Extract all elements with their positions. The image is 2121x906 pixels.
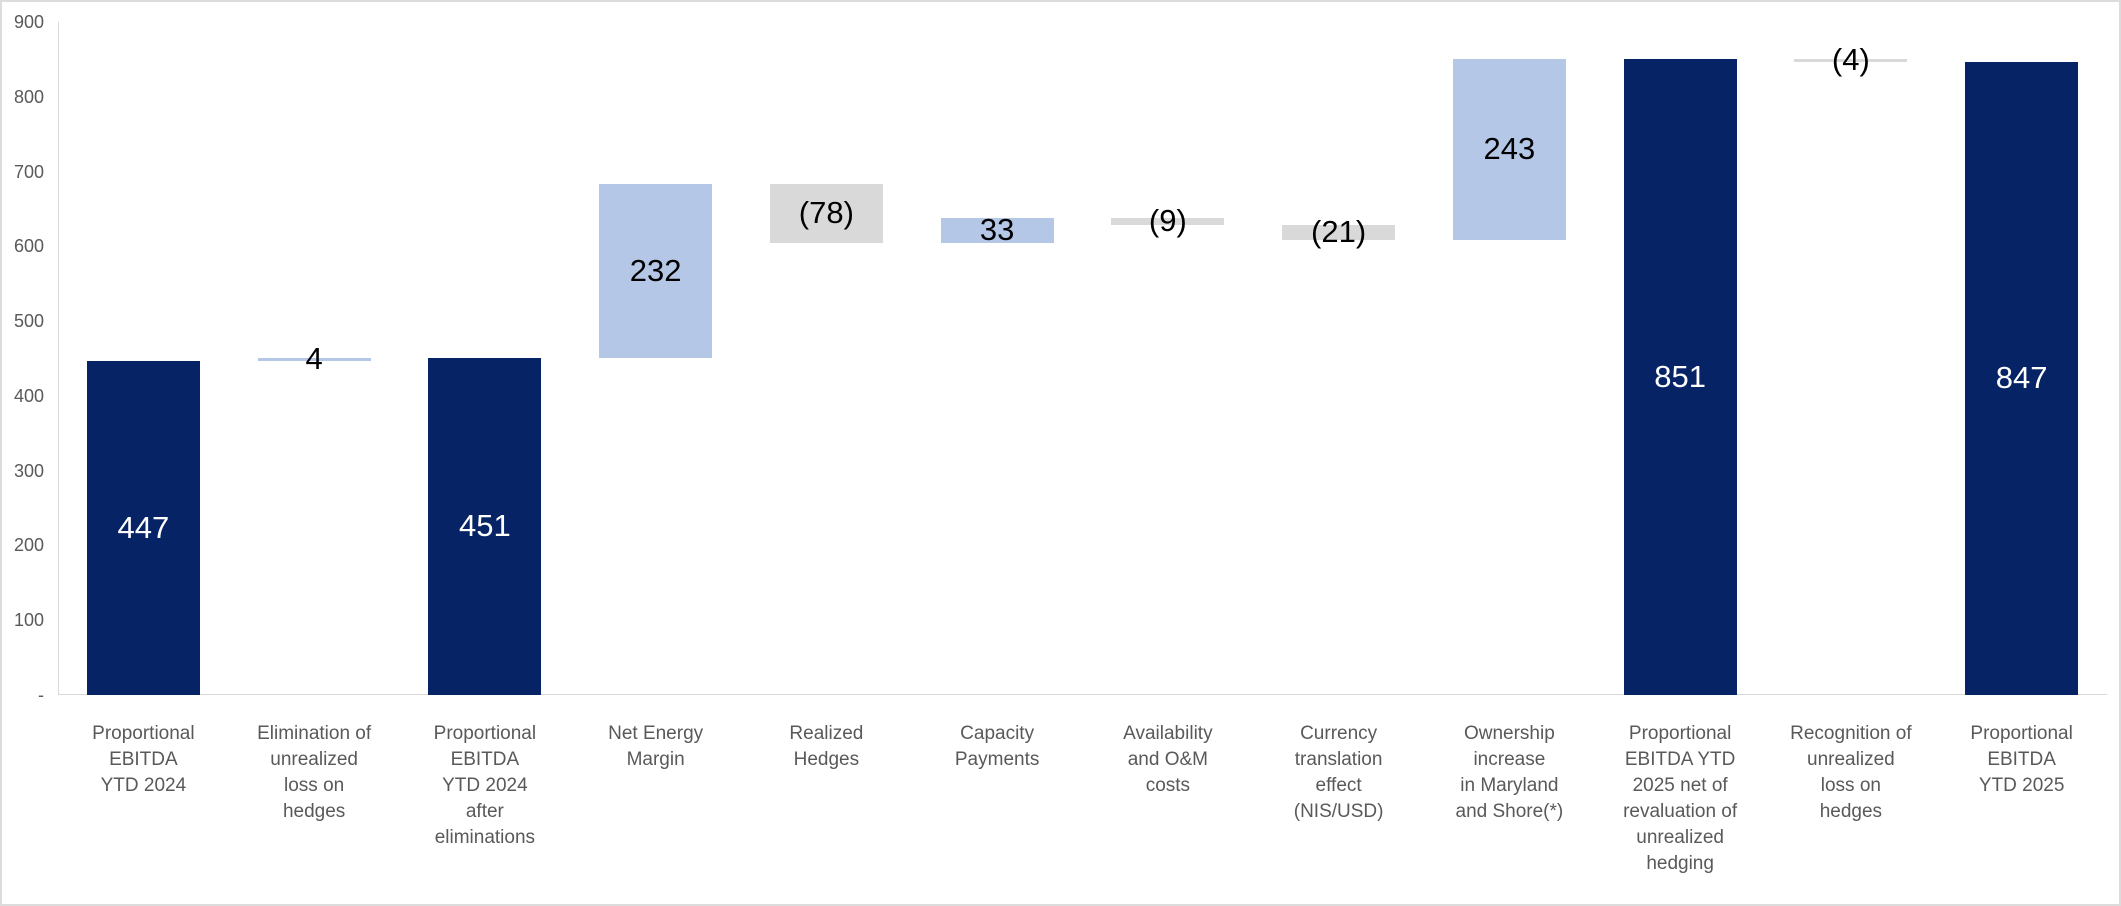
- waterfall-bar-total: [1965, 61, 2079, 695]
- category-label: Currency translation effect (NIS/USD): [1293, 723, 1384, 822]
- bar-value-label: 451: [459, 508, 511, 544]
- waterfall-bar-decrease: [1794, 58, 1908, 62]
- bar-value-label: 847: [1995, 360, 2048, 396]
- waterfall-bar-increase: [599, 184, 713, 358]
- y-tick-label: -: [38, 685, 44, 705]
- category-label: Realized Hedges: [789, 723, 864, 770]
- y-tick-label: 900: [13, 12, 44, 32]
- y-tick-label: 500: [13, 311, 44, 332]
- category-label: Proportional EBITDA YTD 2025 net of reva…: [1623, 723, 1738, 874]
- bar-value-label: (78): [798, 195, 854, 231]
- y-tick-label: 700: [13, 161, 44, 182]
- category-label: Ownership increase in Maryland and Shore…: [1455, 723, 1564, 822]
- waterfall-bar-increase: [257, 357, 371, 361]
- category-label: Recognition of unrealized loss on hedges: [1790, 723, 1912, 822]
- y-tick-label: 200: [13, 535, 44, 556]
- waterfall-bar-increase: [1452, 58, 1566, 241]
- category-label: Elimination of unrealized loss on hedges: [257, 723, 372, 822]
- bar-value-label: 243: [1483, 131, 1536, 167]
- y-tick-label: 300: [13, 460, 44, 481]
- category-label: Availability and O&M costs: [1123, 723, 1213, 796]
- waterfall-bar-total: [1623, 58, 1737, 695]
- category-label: Capacity Payments: [954, 723, 1040, 770]
- bar-value-label: 33: [979, 212, 1015, 248]
- bar-value-label: 447: [117, 509, 170, 545]
- waterfall-bar-decrease: [1111, 217, 1225, 225]
- category-label: Proportional EBITDA YTD 2025: [1970, 723, 2073, 796]
- waterfall-bar-increase: [940, 217, 1054, 243]
- waterfall-bar-total: [86, 360, 200, 695]
- category-label: Proportional EBITDA YTD 2024 after elimi…: [433, 723, 537, 848]
- bar-value-label: 232: [629, 253, 682, 288]
- y-axis-line: [58, 22, 59, 695]
- category-label: Proportional EBITDA YTD 2024: [92, 723, 195, 796]
- category-label: Net Energy Margin: [608, 723, 704, 770]
- bar-value-label: (4): [1831, 42, 1870, 78]
- bar-value-label: 851: [1654, 358, 1706, 394]
- bar-value-label: 4: [305, 341, 323, 377]
- bar-value-label: (9): [1148, 203, 1187, 239]
- waterfall-bar-decrease: [1282, 224, 1396, 241]
- y-tick-label: 800: [13, 86, 44, 107]
- bar-value-label: (21): [1311, 214, 1367, 250]
- y-tick-label: 400: [13, 385, 44, 406]
- y-tick-label: 600: [13, 236, 44, 257]
- x-axis-line: [58, 694, 2107, 695]
- y-tick-label: 100: [13, 610, 44, 631]
- waterfall-bar-total: [428, 357, 542, 695]
- waterfall-bar-decrease: [769, 184, 883, 243]
